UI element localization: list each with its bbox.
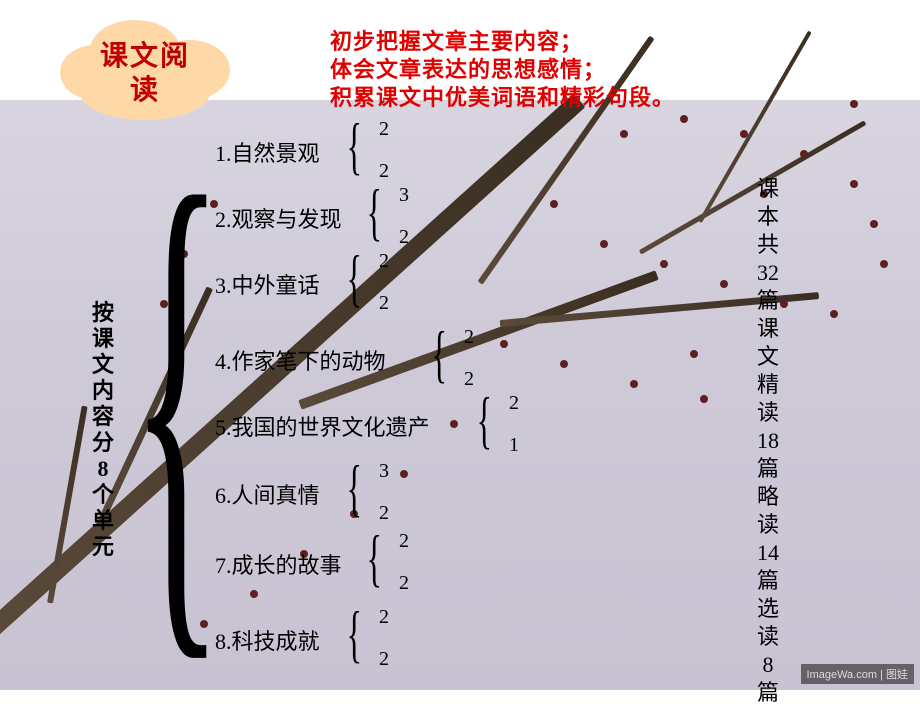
unit-row: 8.科技成就 (215, 624, 320, 656)
small-brace-icon: { (477, 388, 492, 452)
berry (660, 260, 668, 268)
unit-count-top: 2 (379, 606, 389, 629)
berry (850, 180, 858, 188)
unit-count-top: 3 (399, 184, 409, 207)
unit-count-bottom: 2 (399, 226, 409, 249)
unit-row: 2.观察与发现 (215, 202, 342, 234)
unit-count-top: 2 (379, 118, 389, 141)
unit-count-top: 2 (464, 326, 474, 349)
small-brace-icon: { (347, 456, 362, 520)
unit-label: 2.观察与发现 (215, 207, 342, 232)
unit-row: 3.中外童话 (215, 268, 320, 300)
berry (550, 200, 558, 208)
unit-label: 7.成长的故事 (215, 553, 342, 578)
unit-row: 6.人间真情 (215, 478, 320, 510)
small-brace-icon: { (367, 526, 382, 590)
berry (700, 395, 708, 403)
berry (250, 590, 258, 598)
unit-count-top: 2 (399, 530, 409, 553)
unit-count-top: 2 (509, 392, 519, 415)
berry (780, 300, 788, 308)
berry (870, 220, 878, 228)
unit-label: 8.科技成就 (215, 629, 320, 654)
berry (690, 350, 698, 358)
left-vertical-label: 按课文内容分8个单元 (90, 300, 116, 560)
berry (400, 470, 408, 478)
berry (720, 280, 728, 288)
unit-row: 7.成长的故事 (215, 548, 342, 580)
header-line: 体会文章表达的思想感情； (330, 56, 675, 84)
berry (630, 380, 638, 388)
berry (680, 115, 688, 123)
unit-row: 5.我国的世界文化遗产 (215, 410, 430, 442)
header-objectives: 初步把握文章主要内容； 体会文章表达的思想感情； 积累课文中优美词语和精彩句段。 (330, 28, 675, 112)
berry (800, 150, 808, 158)
unit-label: 1.自然景观 (215, 141, 320, 166)
unit-count-bottom: 2 (399, 572, 409, 595)
unit-row: 4.作家笔下的动物 (215, 344, 386, 376)
small-brace-icon: { (347, 246, 362, 310)
unit-count-bottom: 2 (464, 368, 474, 391)
unit-count-bottom: 2 (379, 292, 389, 315)
small-brace-icon: { (347, 114, 362, 178)
unit-label: 3.中外童话 (215, 273, 320, 298)
unit-row: 1.自然景观 (215, 136, 320, 168)
berry (830, 310, 838, 318)
berry (880, 260, 888, 268)
unit-count-top: 2 (379, 250, 389, 273)
berry (620, 130, 628, 138)
watermark: ImageWa.com | 图娃 (801, 664, 914, 684)
berry (600, 240, 608, 248)
berry (450, 420, 458, 428)
right-vertical-label: 课本共32篇课文 精读18篇 略读14篇 选读8篇 (755, 175, 781, 707)
header-line: 初步把握文章主要内容； (330, 28, 675, 56)
big-brace-icon: { (130, 115, 224, 675)
unit-count-bottom: 2 (379, 648, 389, 671)
unit-count-bottom: 1 (509, 434, 519, 457)
small-brace-icon: { (432, 322, 447, 386)
unit-label: 5.我国的世界文化遗产 (215, 415, 430, 440)
berry (740, 130, 748, 138)
unit-label: 6.人间真情 (215, 483, 320, 508)
berry (850, 100, 858, 108)
header-line: 积累课文中优美词语和精彩句段。 (330, 84, 675, 112)
berry (560, 360, 568, 368)
small-brace-icon: { (367, 180, 382, 244)
cloud-line1: 课文阅 (100, 41, 190, 72)
unit-label: 4.作家笔下的动物 (215, 349, 386, 374)
small-brace-icon: { (347, 602, 362, 666)
berry (500, 340, 508, 348)
unit-count-top: 3 (379, 460, 389, 483)
